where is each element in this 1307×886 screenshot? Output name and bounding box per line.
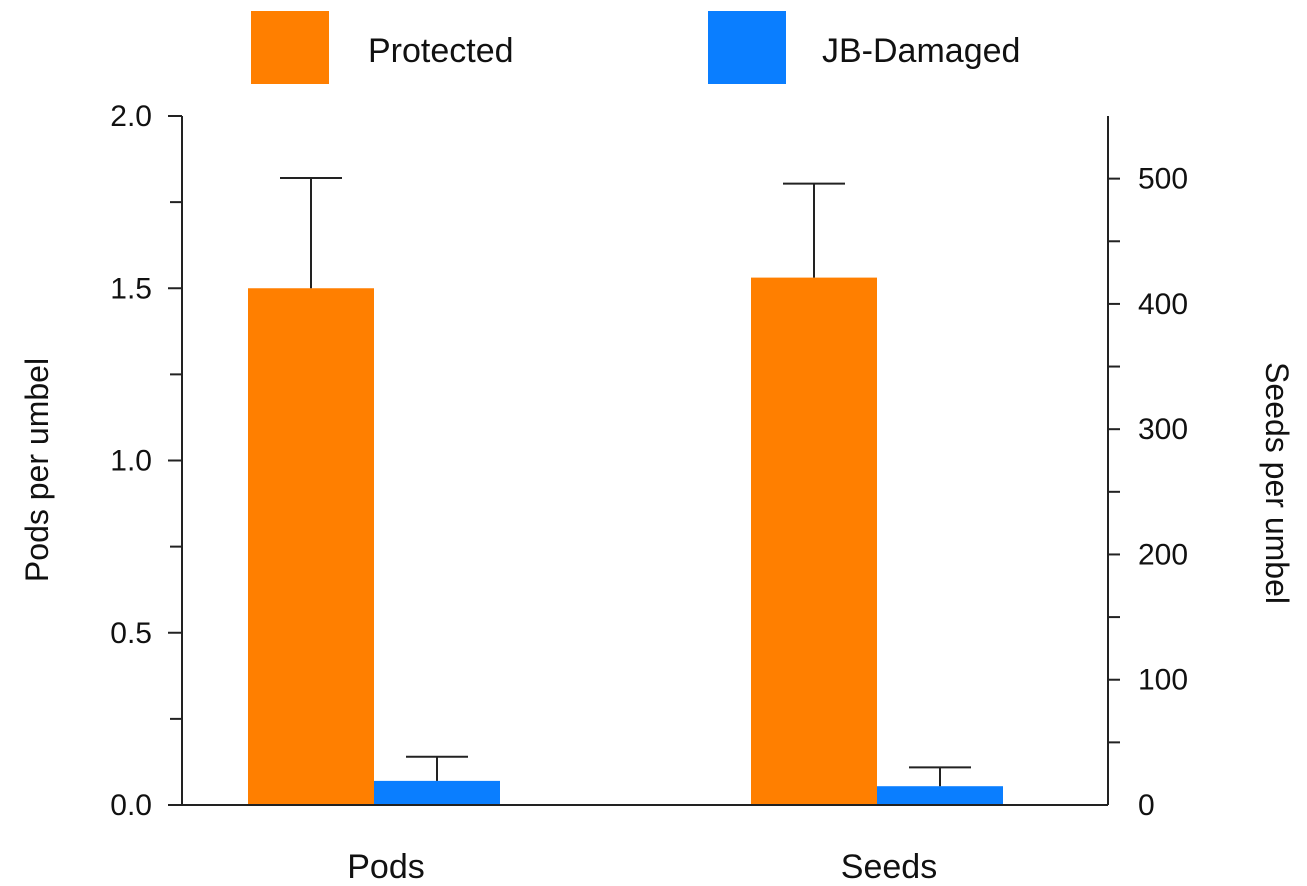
right-axis-title: Seeds per umbel [1259,362,1295,604]
right-tick-label: 300 [1138,413,1188,446]
bar-jb-damaged-seeds [877,786,1003,805]
category-label-seeds: Seeds [841,848,937,886]
legend-swatch-jb-damaged [708,11,786,84]
legend-swatch-protected [251,11,329,84]
legend-label-jb-damaged: JB-Damaged [822,32,1020,70]
legend-label-protected: Protected [368,32,514,70]
left-tick-label: 2.0 [110,100,152,133]
left-tick-label: 0.0 [110,789,152,822]
right-axis: 0 100 200 300 400 500 [1108,163,1188,822]
right-tick-label: 200 [1138,538,1188,571]
error-bars [280,177,971,787]
bars [248,277,1003,805]
right-tick-label: 100 [1138,664,1188,697]
category-label-pods: Pods [347,848,425,886]
left-tick-label: 1.0 [110,445,152,478]
bar-protected-pods [248,288,374,805]
right-tick-label: 400 [1138,288,1188,321]
left-tick-label: 1.5 [110,272,152,305]
left-axis-title: Pods per umbel [19,358,55,582]
bar-protected-seeds [751,277,877,805]
legend: Protected JB-Damaged [251,11,1020,84]
right-tick-label: 0 [1138,789,1155,822]
left-tick-label: 0.5 [110,617,152,650]
left-axis: 0.0 0.5 1.0 1.5 2.0 [110,100,182,822]
bar-jb-damaged-pods [374,780,500,805]
category-labels: Pods Seeds [347,848,937,886]
right-tick-label: 500 [1138,163,1188,196]
